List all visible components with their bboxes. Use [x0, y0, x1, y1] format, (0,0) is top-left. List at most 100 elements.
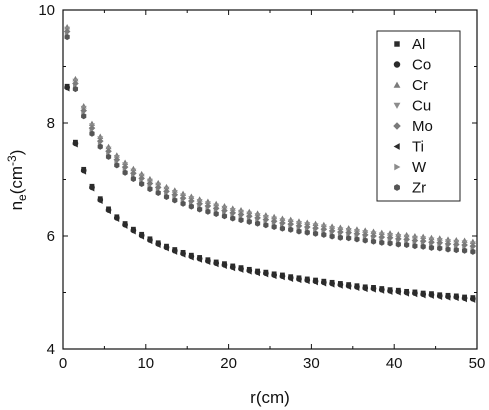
data-point-mo: [320, 225, 328, 233]
data-point-zr: [89, 130, 95, 137]
data-point-zr: [453, 247, 459, 254]
legend-label-w: W: [412, 159, 427, 176]
data-point-mo: [395, 235, 402, 243]
legend-marker-cu: [393, 102, 401, 109]
data-point-ti: [138, 233, 145, 240]
data-point-zr: [379, 239, 385, 246]
y-axis-title: ne(cm-3): [5, 150, 29, 211]
data-point-ti: [370, 286, 376, 293]
legend-marker-zr: [394, 184, 400, 191]
data-point-zr: [362, 237, 368, 244]
legend-box: [376, 30, 461, 202]
legend-label-cu: Cu: [412, 98, 431, 115]
data-point-zr: [172, 197, 178, 204]
data-point-ti: [204, 258, 211, 265]
data-point-ti: [395, 289, 401, 296]
data-point-zr: [221, 213, 228, 220]
data-point-ti: [453, 295, 459, 302]
data-point-ti: [188, 254, 194, 261]
data-point-zr: [72, 86, 79, 93]
data-point-ti: [420, 292, 426, 299]
data-point-zr: [304, 229, 310, 236]
data-point-zr: [238, 217, 244, 224]
data-point-mo: [204, 202, 212, 210]
data-point-ti: [64, 85, 70, 92]
data-point-ti: [345, 283, 352, 290]
y-axis-title-subscript: e: [15, 194, 29, 201]
data-point-ti: [180, 251, 186, 258]
legend-item-zr: Zr: [394, 180, 426, 197]
legend-item-al: Al: [394, 36, 425, 53]
x-tick-label: 10: [137, 355, 154, 372]
data-point-mo: [121, 163, 129, 171]
data-point-zr: [180, 200, 186, 207]
data-point-ti: [436, 294, 443, 301]
legend-item-w: W: [394, 159, 427, 176]
data-point-mo: [287, 220, 294, 228]
data-point-mo: [312, 224, 319, 232]
data-marks: [63, 23, 477, 303]
data-point-ti: [113, 216, 120, 223]
data-point-ti: [411, 291, 418, 298]
data-point-zr: [395, 241, 401, 248]
data-point-zr: [412, 243, 418, 250]
data-point-ti: [362, 286, 368, 293]
data-point-mo: [63, 28, 71, 35]
data-point-zr: [346, 235, 352, 242]
x-tick-label: 30: [303, 355, 320, 372]
data-point-mo: [328, 227, 336, 235]
data-point-zr: [105, 153, 112, 160]
data-point-mo: [254, 214, 261, 222]
data-point-ti: [213, 261, 219, 268]
data-point-ti: [130, 228, 136, 235]
data-point-mo: [403, 236, 410, 243]
series-ti: [64, 85, 476, 303]
data-point-ti: [221, 262, 227, 269]
data-point-ti: [171, 248, 178, 255]
x-tick-label: 20: [220, 355, 237, 372]
data-point-mo: [229, 209, 237, 217]
legend-item-co: Co: [393, 57, 431, 74]
data-point-ti: [279, 274, 285, 281]
data-point-zr: [246, 218, 252, 225]
data-point-ti: [196, 256, 203, 263]
data-point-ti: [80, 168, 87, 175]
y-tick-label: 8: [47, 115, 55, 132]
data-point-zr: [387, 240, 393, 247]
x-tick-label: 0: [59, 355, 67, 372]
data-point-mo: [295, 222, 303, 230]
data-point-mo: [96, 137, 104, 145]
data-point-zr: [147, 186, 153, 193]
data-point-zr: [437, 245, 443, 252]
data-point-ti: [254, 270, 260, 277]
legend-marker-co: [393, 61, 401, 68]
data-point-mo: [303, 223, 311, 231]
data-point-ti: [445, 294, 451, 301]
data-point-ti: [353, 284, 360, 291]
data-point-zr: [155, 190, 161, 197]
data-point-ti: [287, 275, 294, 282]
data-point-zr: [163, 194, 170, 201]
data-point-zr: [230, 215, 236, 222]
data-point-ti: [312, 279, 318, 286]
axis-ticks: 0 10 20 30 40 50 4 6 8 10: [38, 2, 485, 372]
x-axis-title: r(cm): [250, 388, 290, 407]
data-point-mo: [246, 212, 253, 220]
data-point-ti: [229, 265, 236, 272]
data-point-ti: [155, 242, 161, 249]
data-point-mo: [361, 231, 369, 239]
data-point-zr: [420, 243, 426, 250]
data-point-zr: [296, 228, 302, 235]
data-point-zr: [428, 244, 435, 251]
data-point-ti: [146, 238, 153, 245]
data-point-ti: [271, 273, 277, 280]
legend-items: Al Co Cr Cu Mo Ti W Zr: [393, 36, 433, 197]
data-point-ti: [97, 197, 103, 204]
data-point-zr: [122, 169, 128, 176]
data-point-ti: [461, 296, 467, 303]
data-point-zr: [64, 34, 70, 41]
data-point-ti: [428, 292, 434, 299]
y-axis-title-unit-open: (cm: [7, 166, 26, 194]
y-axis-title-unit-close: ): [7, 150, 26, 156]
